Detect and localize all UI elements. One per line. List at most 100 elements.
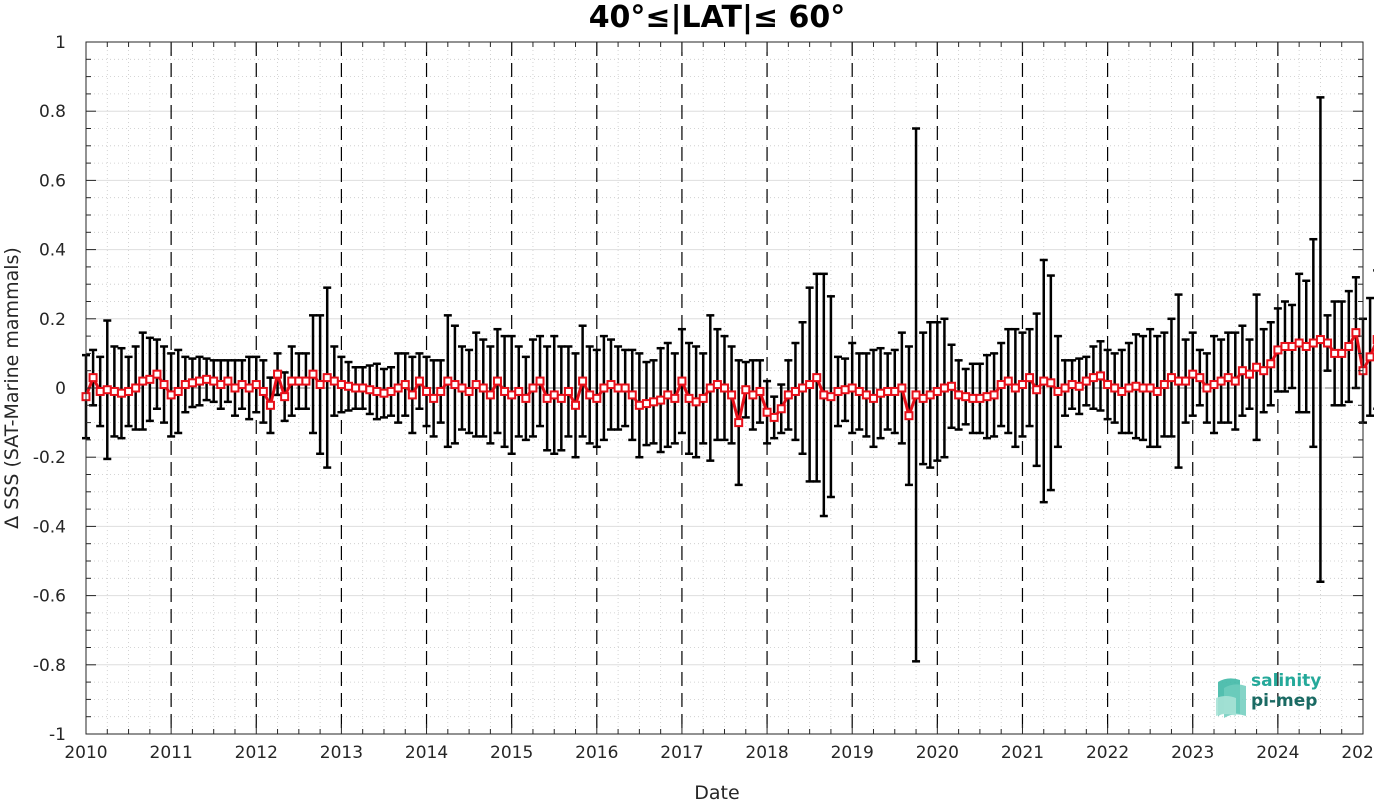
data-point bbox=[833, 386, 843, 396]
data-point bbox=[166, 390, 176, 400]
data-point bbox=[138, 376, 148, 386]
data-point bbox=[1003, 376, 1013, 386]
data-point bbox=[1181, 376, 1191, 386]
data-point bbox=[372, 386, 382, 396]
data-point bbox=[684, 393, 694, 403]
data-point bbox=[116, 388, 126, 398]
data-point bbox=[890, 386, 900, 396]
data-point bbox=[287, 376, 297, 386]
data-point bbox=[1294, 338, 1304, 348]
x-tick-label: 2025 bbox=[1341, 743, 1374, 763]
y-tick-label: -0.4 bbox=[33, 517, 66, 537]
data-point bbox=[876, 388, 886, 398]
data-point bbox=[386, 386, 396, 396]
data-point bbox=[131, 383, 141, 393]
chart-title: 40°≤|LAT|≤ 60° bbox=[589, 0, 846, 35]
data-point bbox=[989, 390, 999, 400]
data-point bbox=[961, 392, 971, 402]
data-point bbox=[1131, 381, 1141, 391]
data-point bbox=[1344, 341, 1354, 351]
data-point bbox=[1081, 376, 1091, 386]
y-tick-label: -0.2 bbox=[33, 448, 66, 468]
series-markers bbox=[81, 328, 1374, 428]
data-point bbox=[1138, 383, 1148, 393]
x-tick-label: 2013 bbox=[320, 743, 363, 763]
logo-line2: pi-mep bbox=[1251, 691, 1317, 711]
logo-line1: salinity bbox=[1251, 671, 1321, 691]
data-point bbox=[1287, 341, 1297, 351]
salinity-pi-mep-logo: salinity pi-mep bbox=[1216, 671, 1321, 718]
data-point bbox=[649, 397, 659, 407]
x-axis-label: Date bbox=[694, 782, 739, 801]
data-point bbox=[358, 383, 368, 393]
data-point bbox=[514, 386, 524, 396]
data-point bbox=[429, 393, 439, 403]
data-point bbox=[975, 393, 985, 403]
y-tick-label: 0 bbox=[55, 379, 66, 399]
data-point bbox=[954, 390, 964, 400]
y-axis-label: Δ SSS (SAT-Marine mammals) bbox=[1, 247, 23, 529]
data-point bbox=[620, 383, 630, 393]
data-point bbox=[996, 380, 1006, 390]
data-point bbox=[1209, 380, 1219, 390]
logo-wave-icon bbox=[1216, 678, 1246, 718]
data-point bbox=[180, 380, 190, 390]
data-point bbox=[812, 373, 822, 383]
data-point bbox=[826, 392, 836, 402]
data-point bbox=[1096, 371, 1106, 381]
data-point bbox=[840, 385, 850, 395]
data-point bbox=[947, 381, 957, 391]
data-point bbox=[883, 386, 893, 396]
data-point bbox=[315, 380, 325, 390]
data-point bbox=[670, 393, 680, 403]
data-point bbox=[265, 400, 275, 410]
data-point bbox=[1337, 348, 1347, 358]
data-point bbox=[1017, 380, 1027, 390]
data-point bbox=[748, 390, 758, 400]
data-point bbox=[861, 390, 871, 400]
data-point bbox=[1117, 386, 1127, 396]
data-point bbox=[237, 380, 247, 390]
data-point bbox=[343, 381, 353, 391]
data-point bbox=[854, 386, 864, 396]
data-point bbox=[450, 380, 460, 390]
data-point bbox=[677, 376, 687, 386]
x-tick-label: 2011 bbox=[150, 743, 193, 763]
x-tick-label: 2023 bbox=[1171, 743, 1214, 763]
x-tick-labels: 2010 2011 2012 2013 2014 2015 2016 2017 2018 2019… bbox=[64, 743, 1374, 763]
data-point bbox=[1159, 380, 1169, 390]
data-point bbox=[216, 380, 226, 390]
y-tick-label: 0.2 bbox=[39, 310, 66, 330]
y-tick-label: 0.6 bbox=[39, 171, 66, 191]
data-point bbox=[897, 383, 907, 393]
x-tick-label: 2024 bbox=[1256, 743, 1299, 763]
data-point bbox=[819, 390, 829, 400]
data-point bbox=[1174, 376, 1184, 386]
data-point bbox=[528, 383, 538, 393]
data-point bbox=[634, 400, 644, 410]
data-point bbox=[1074, 381, 1084, 391]
data-point bbox=[1188, 369, 1198, 379]
data-point bbox=[798, 383, 808, 393]
data-point bbox=[1308, 338, 1318, 348]
data-point bbox=[918, 393, 928, 403]
data-point bbox=[712, 380, 722, 390]
data-point bbox=[776, 404, 786, 414]
data-point bbox=[173, 386, 183, 396]
data-point bbox=[663, 390, 673, 400]
y-tick-label: 0.8 bbox=[39, 102, 66, 122]
data-point bbox=[599, 383, 609, 393]
data-point bbox=[379, 388, 389, 398]
data-point bbox=[244, 383, 254, 393]
data-point bbox=[1259, 366, 1269, 376]
data-point bbox=[365, 385, 375, 395]
x-tick-label: 2020 bbox=[916, 743, 959, 763]
data-point bbox=[195, 376, 205, 386]
data-point bbox=[641, 399, 651, 409]
data-point bbox=[563, 386, 573, 396]
data-point bbox=[790, 386, 800, 396]
data-point bbox=[124, 386, 134, 396]
data-point bbox=[1025, 373, 1035, 383]
data-point bbox=[187, 378, 197, 388]
data-point bbox=[485, 390, 495, 400]
